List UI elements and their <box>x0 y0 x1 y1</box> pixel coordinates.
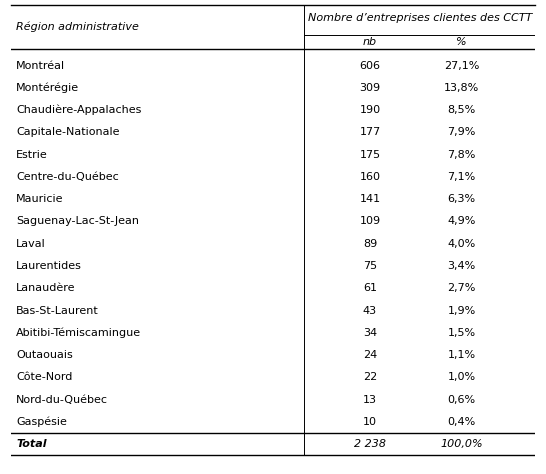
Text: 75: 75 <box>363 261 377 271</box>
Text: 7,8%: 7,8% <box>448 150 476 160</box>
Text: 6,3%: 6,3% <box>448 194 476 204</box>
Text: Estrie: Estrie <box>16 150 48 160</box>
Text: 8,5%: 8,5% <box>448 105 476 115</box>
Text: 4,0%: 4,0% <box>448 239 476 249</box>
Text: Montérégie: Montérégie <box>16 82 79 93</box>
Text: 43: 43 <box>363 306 377 316</box>
Text: Mauricie: Mauricie <box>16 194 64 204</box>
Text: 1,5%: 1,5% <box>448 328 476 338</box>
Text: 160: 160 <box>359 172 381 182</box>
Text: 4,9%: 4,9% <box>448 217 476 227</box>
Text: Nombre d’entreprises clientes des CCTT: Nombre d’entreprises clientes des CCTT <box>307 13 532 23</box>
Text: 27,1%: 27,1% <box>444 61 479 71</box>
Text: 2,7%: 2,7% <box>448 283 476 293</box>
Text: 1,9%: 1,9% <box>448 306 476 316</box>
Text: Gaspésie: Gaspésie <box>16 417 67 427</box>
Text: 1,1%: 1,1% <box>448 350 476 360</box>
Text: Abitibi-Témiscamingue: Abitibi-Témiscamingue <box>16 328 141 338</box>
Text: Côte-Nord: Côte-Nord <box>16 373 73 383</box>
Text: 190: 190 <box>359 105 381 115</box>
Text: 100,0%: 100,0% <box>441 439 483 449</box>
Text: 606: 606 <box>359 61 381 71</box>
Text: Centre-du-Québec: Centre-du-Québec <box>16 172 119 182</box>
Text: 13: 13 <box>363 395 377 405</box>
Text: 89: 89 <box>363 239 377 249</box>
Text: 61: 61 <box>363 283 377 293</box>
Text: 141: 141 <box>359 194 381 204</box>
Text: 0,6%: 0,6% <box>448 395 476 405</box>
Text: 109: 109 <box>359 217 381 227</box>
Text: 175: 175 <box>359 150 381 160</box>
Text: Total: Total <box>16 439 47 449</box>
Text: 22: 22 <box>363 373 377 383</box>
Text: 10: 10 <box>363 417 377 427</box>
Text: 177: 177 <box>359 128 381 137</box>
Text: Chaudière-Appalaches: Chaudière-Appalaches <box>16 105 141 115</box>
Text: Lanaudère: Lanaudère <box>16 283 76 293</box>
Text: Outaouais: Outaouais <box>16 350 73 360</box>
Text: 34: 34 <box>363 328 377 338</box>
Text: Saguenay-Lac-St-Jean: Saguenay-Lac-St-Jean <box>16 217 139 227</box>
Text: nb: nb <box>363 37 377 47</box>
Text: Bas-St-Laurent: Bas-St-Laurent <box>16 306 99 316</box>
Text: 1,0%: 1,0% <box>448 373 476 383</box>
Text: Capitale-Nationale: Capitale-Nationale <box>16 128 120 137</box>
Text: 7,9%: 7,9% <box>448 128 476 137</box>
Text: Nord-du-Québec: Nord-du-Québec <box>16 395 108 405</box>
Text: Montréal: Montréal <box>16 61 66 71</box>
Text: 0,4%: 0,4% <box>448 417 476 427</box>
Text: 2 238: 2 238 <box>354 439 386 449</box>
Text: 13,8%: 13,8% <box>444 83 479 93</box>
Text: Laval: Laval <box>16 239 46 249</box>
Text: 7,1%: 7,1% <box>448 172 476 182</box>
Text: 24: 24 <box>363 350 377 360</box>
Text: 309: 309 <box>359 83 381 93</box>
Text: Laurentides: Laurentides <box>16 261 82 271</box>
Text: %: % <box>456 37 467 47</box>
Text: 3,4%: 3,4% <box>448 261 476 271</box>
Text: Région administrative: Région administrative <box>16 21 139 32</box>
